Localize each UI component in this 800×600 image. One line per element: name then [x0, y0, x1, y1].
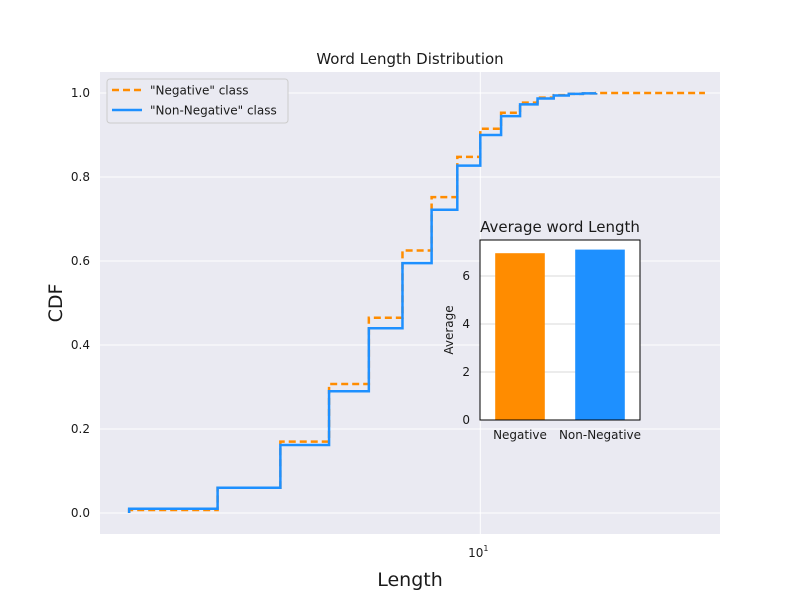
cdf-y-tick-label: 0.0	[71, 506, 90, 520]
inset-y-tick-label: 0	[462, 413, 470, 427]
average-bar-chart: 0 2 4 6 Negative Non-Negative Average word L…	[442, 218, 641, 442]
legend-frame	[106, 78, 289, 124]
inset-y-tick-labels: 0 2 4 6	[462, 269, 470, 427]
cdf-y-tick-label: 0.4	[71, 338, 90, 352]
inset-y-tick-label: 2	[462, 365, 470, 379]
inset-bar-1	[575, 249, 625, 420]
cdf-series-line-1	[127, 92, 598, 513]
inset-x-tick-label: Negative	[493, 428, 547, 442]
inset-y-tick-label: 4	[462, 317, 470, 331]
inset-y-axis-label: Average	[442, 305, 456, 354]
cdf-x-tick-label: 101	[468, 544, 488, 560]
cdf-x-axis-label: Length	[377, 569, 443, 591]
cdf-y-tick-label: 0.2	[71, 422, 90, 436]
cdf-y-tick-label: 0.6	[71, 254, 90, 268]
inset-y-tick-label: 6	[462, 269, 470, 283]
cdf-series-group	[127, 91, 705, 513]
cdf-chart-title: Word Length Distribution	[316, 50, 503, 68]
inset-bar-0	[495, 253, 545, 420]
cdf-legend: "Negative" class "Non-Negative" class	[106, 78, 289, 124]
cdf-y-tick-label: 1.0	[71, 86, 90, 100]
inset-bars	[495, 249, 625, 420]
legend-label-negative: "Negative" class	[150, 84, 249, 98]
inset-chart-title: Average word Length	[480, 218, 640, 236]
cdf-y-tick-label: 0.8	[71, 170, 90, 184]
inset-x-tick-label: Non-Negative	[559, 428, 641, 442]
legend-label-non-negative: "Non-Negative" class	[150, 104, 277, 118]
cdf-y-tick-labels: 0.0 0.2 0.4 0.6 0.8 1.0	[71, 86, 90, 520]
cdf-y-axis-label: CDF	[45, 284, 67, 323]
inset-frame	[479, 239, 641, 421]
inset-x-tick-labels: Negative Non-Negative	[493, 428, 641, 442]
cdf-x-tick-labels: 101	[468, 544, 488, 560]
